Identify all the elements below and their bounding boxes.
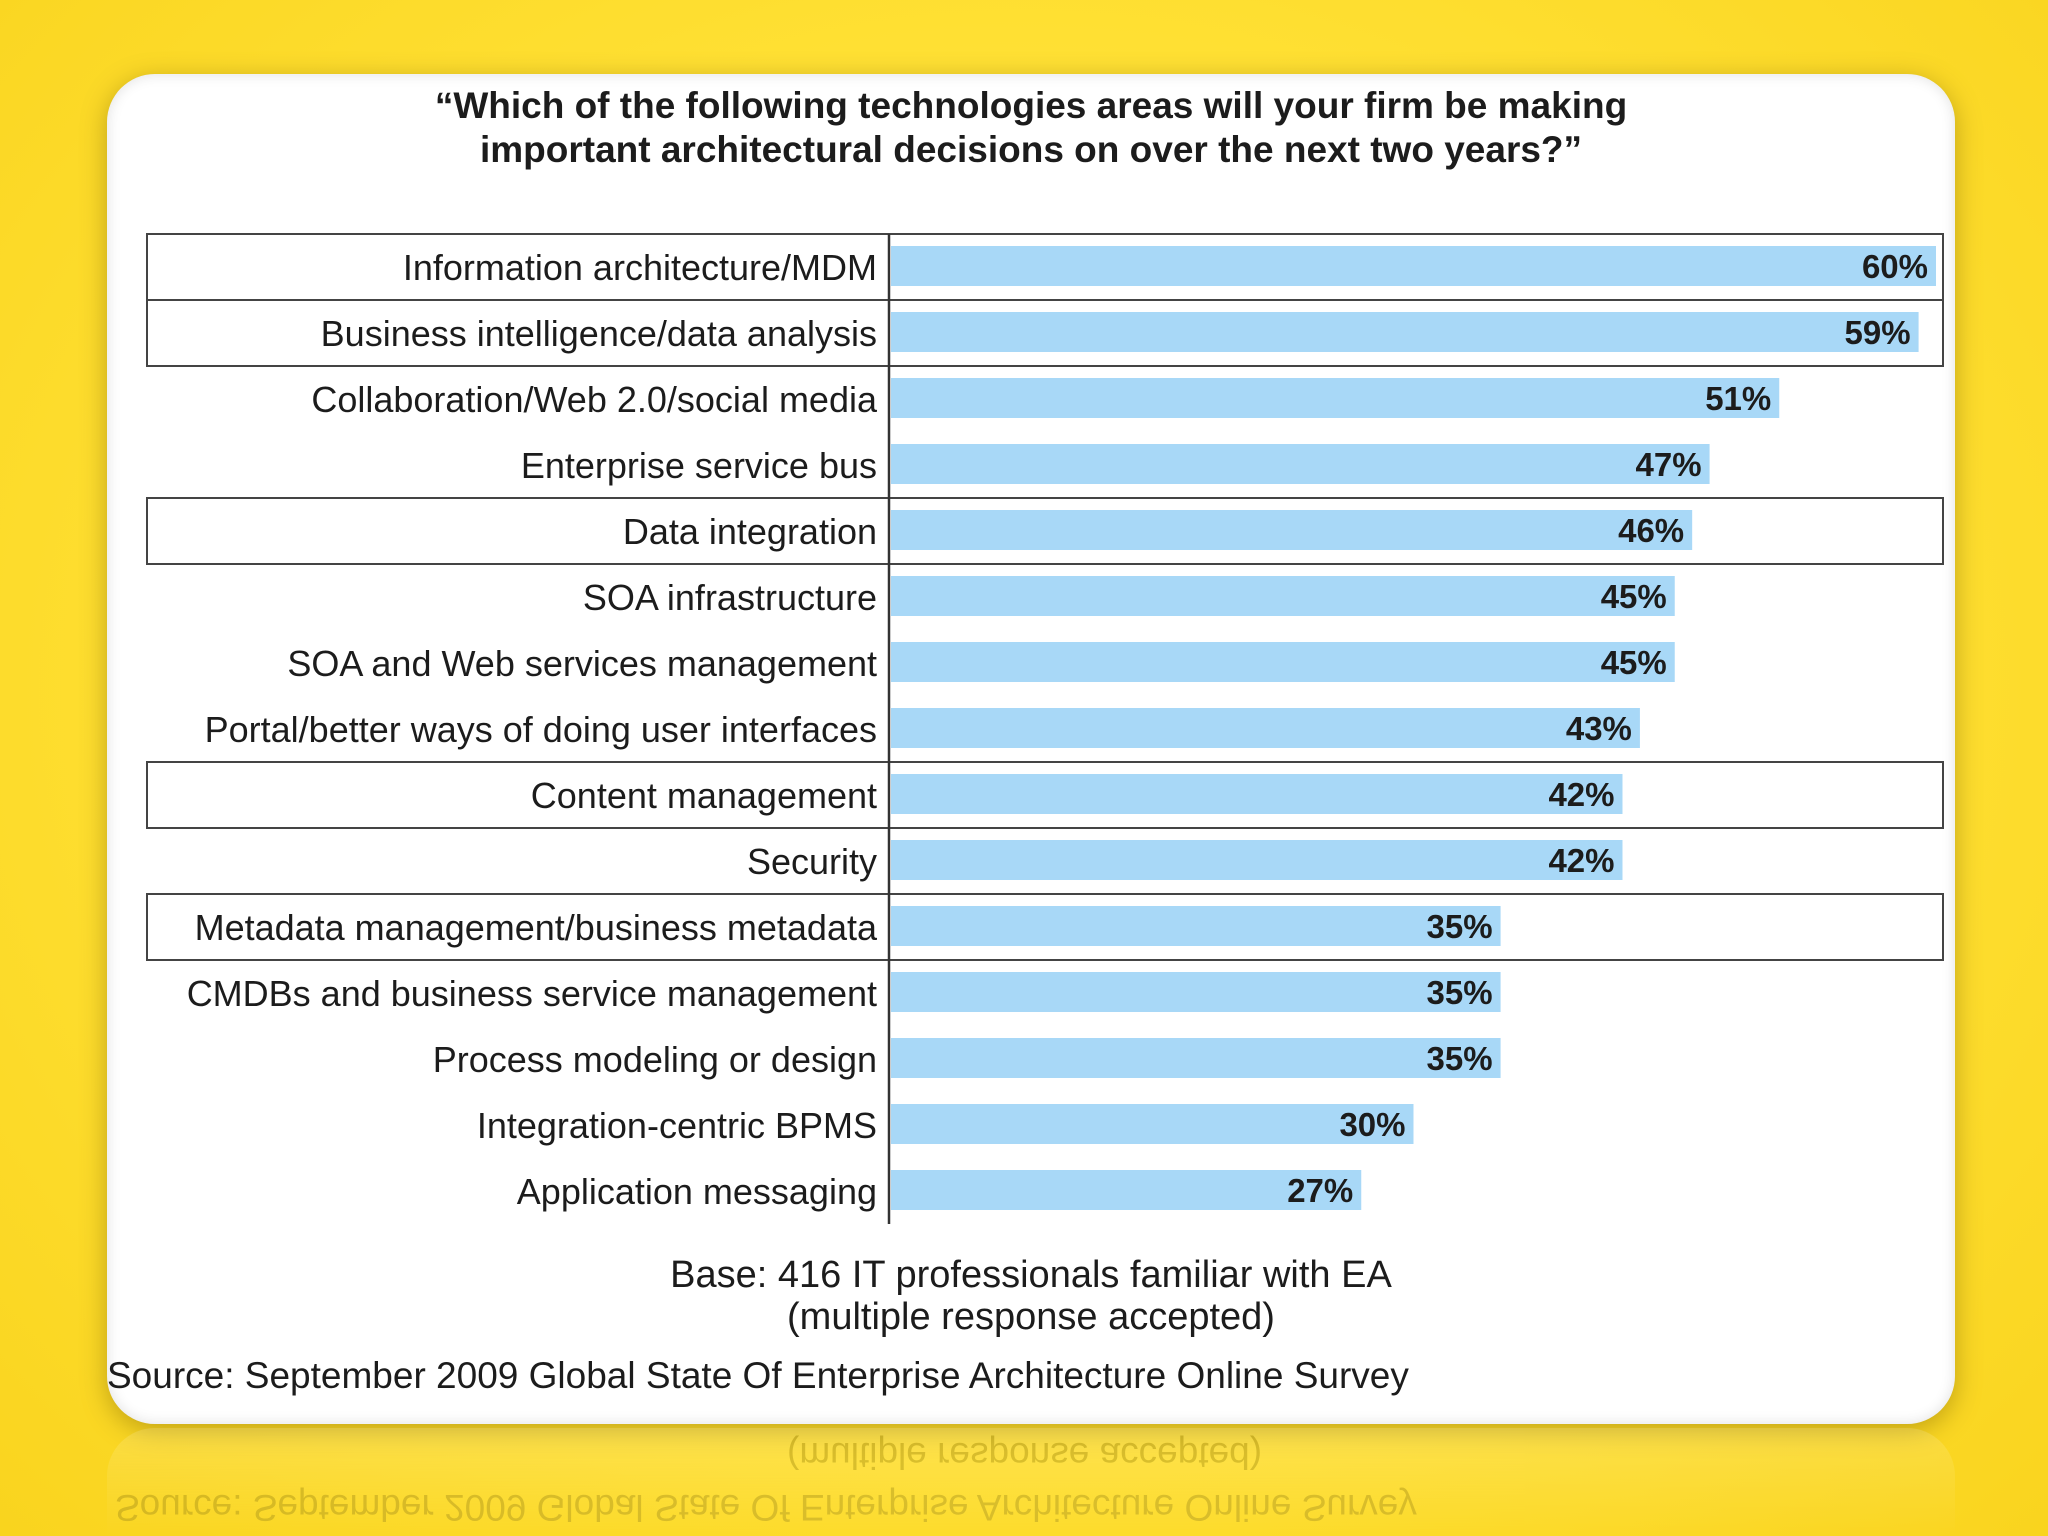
chart-title: “Which of the following technologies are… [434, 85, 1628, 170]
data-label: 35% [1427, 908, 1493, 945]
bar [891, 972, 1501, 1012]
category-label: Metadata management/business metadata [195, 907, 878, 948]
bar [891, 840, 1623, 880]
source-note: Source: September 2009 Global State Of E… [107, 1355, 1409, 1396]
base-note-line2: (multiple response accepted) [787, 1296, 1275, 1338]
bar [891, 1170, 1362, 1210]
bar [891, 510, 1693, 550]
row-outline [146, 299, 1944, 367]
category-label: Data integration [623, 511, 877, 552]
bar [891, 312, 1919, 352]
reflection-source: Source: September 2009 Global State Of E… [115, 1487, 1417, 1528]
category-label: Business intelligence/data analysis [321, 313, 877, 354]
base-note-line1: Base: 416 IT professionals familiar with… [670, 1254, 1392, 1296]
category-label: SOA infrastructure [583, 577, 877, 618]
bar [891, 642, 1675, 682]
bar [891, 1104, 1414, 1144]
bar [891, 774, 1623, 814]
data-label: 35% [1427, 974, 1493, 1011]
row-outline [146, 893, 1944, 961]
category-label: Integration-centric BPMS [477, 1105, 877, 1146]
slide-panel: “Which of the following technologies are… [107, 74, 1955, 1424]
bar-chart: Information architecture/MDM 60% Business … [146, 233, 1944, 1224]
bar [891, 1038, 1501, 1078]
category-label: SOA and Web services management [287, 643, 877, 684]
category-label: Collaboration/Web 2.0/social media [311, 379, 878, 420]
category-label: Information architecture/MDM [403, 247, 877, 288]
bar [891, 708, 1640, 748]
data-label: 51% [1705, 380, 1771, 417]
category-label: Application messaging [517, 1171, 877, 1212]
category-label: Portal/better ways of doing user interfa… [205, 709, 877, 750]
bar [891, 576, 1675, 616]
bar [891, 246, 1936, 286]
bar [891, 906, 1501, 946]
category-label: Security [747, 841, 877, 882]
reflection-base: (multiple response accepted) [787, 1435, 1263, 1476]
data-label: 42% [1548, 842, 1614, 879]
data-label: 45% [1601, 644, 1667, 681]
slide-reflection: Source: September 2009 Global State Of E… [107, 1428, 1955, 1536]
data-label: 42% [1548, 776, 1614, 813]
data-label: 45% [1601, 578, 1667, 615]
data-label: 47% [1636, 446, 1702, 483]
category-label: Content management [531, 775, 877, 816]
data-label: 59% [1845, 314, 1911, 351]
data-label: 60% [1862, 248, 1928, 285]
data-label: 35% [1427, 1040, 1493, 1077]
row-outline [146, 761, 1944, 829]
data-label: 27% [1287, 1172, 1353, 1209]
category-label: Enterprise service bus [521, 445, 877, 486]
category-label: CMDBs and business service management [187, 973, 877, 1014]
bar [891, 444, 1710, 484]
bar [891, 378, 1780, 418]
data-label: 30% [1339, 1106, 1405, 1143]
category-label: Process modeling or design [433, 1039, 877, 1080]
data-label: 46% [1618, 512, 1684, 549]
row-outline [146, 497, 1944, 565]
data-label: 43% [1566, 710, 1632, 747]
